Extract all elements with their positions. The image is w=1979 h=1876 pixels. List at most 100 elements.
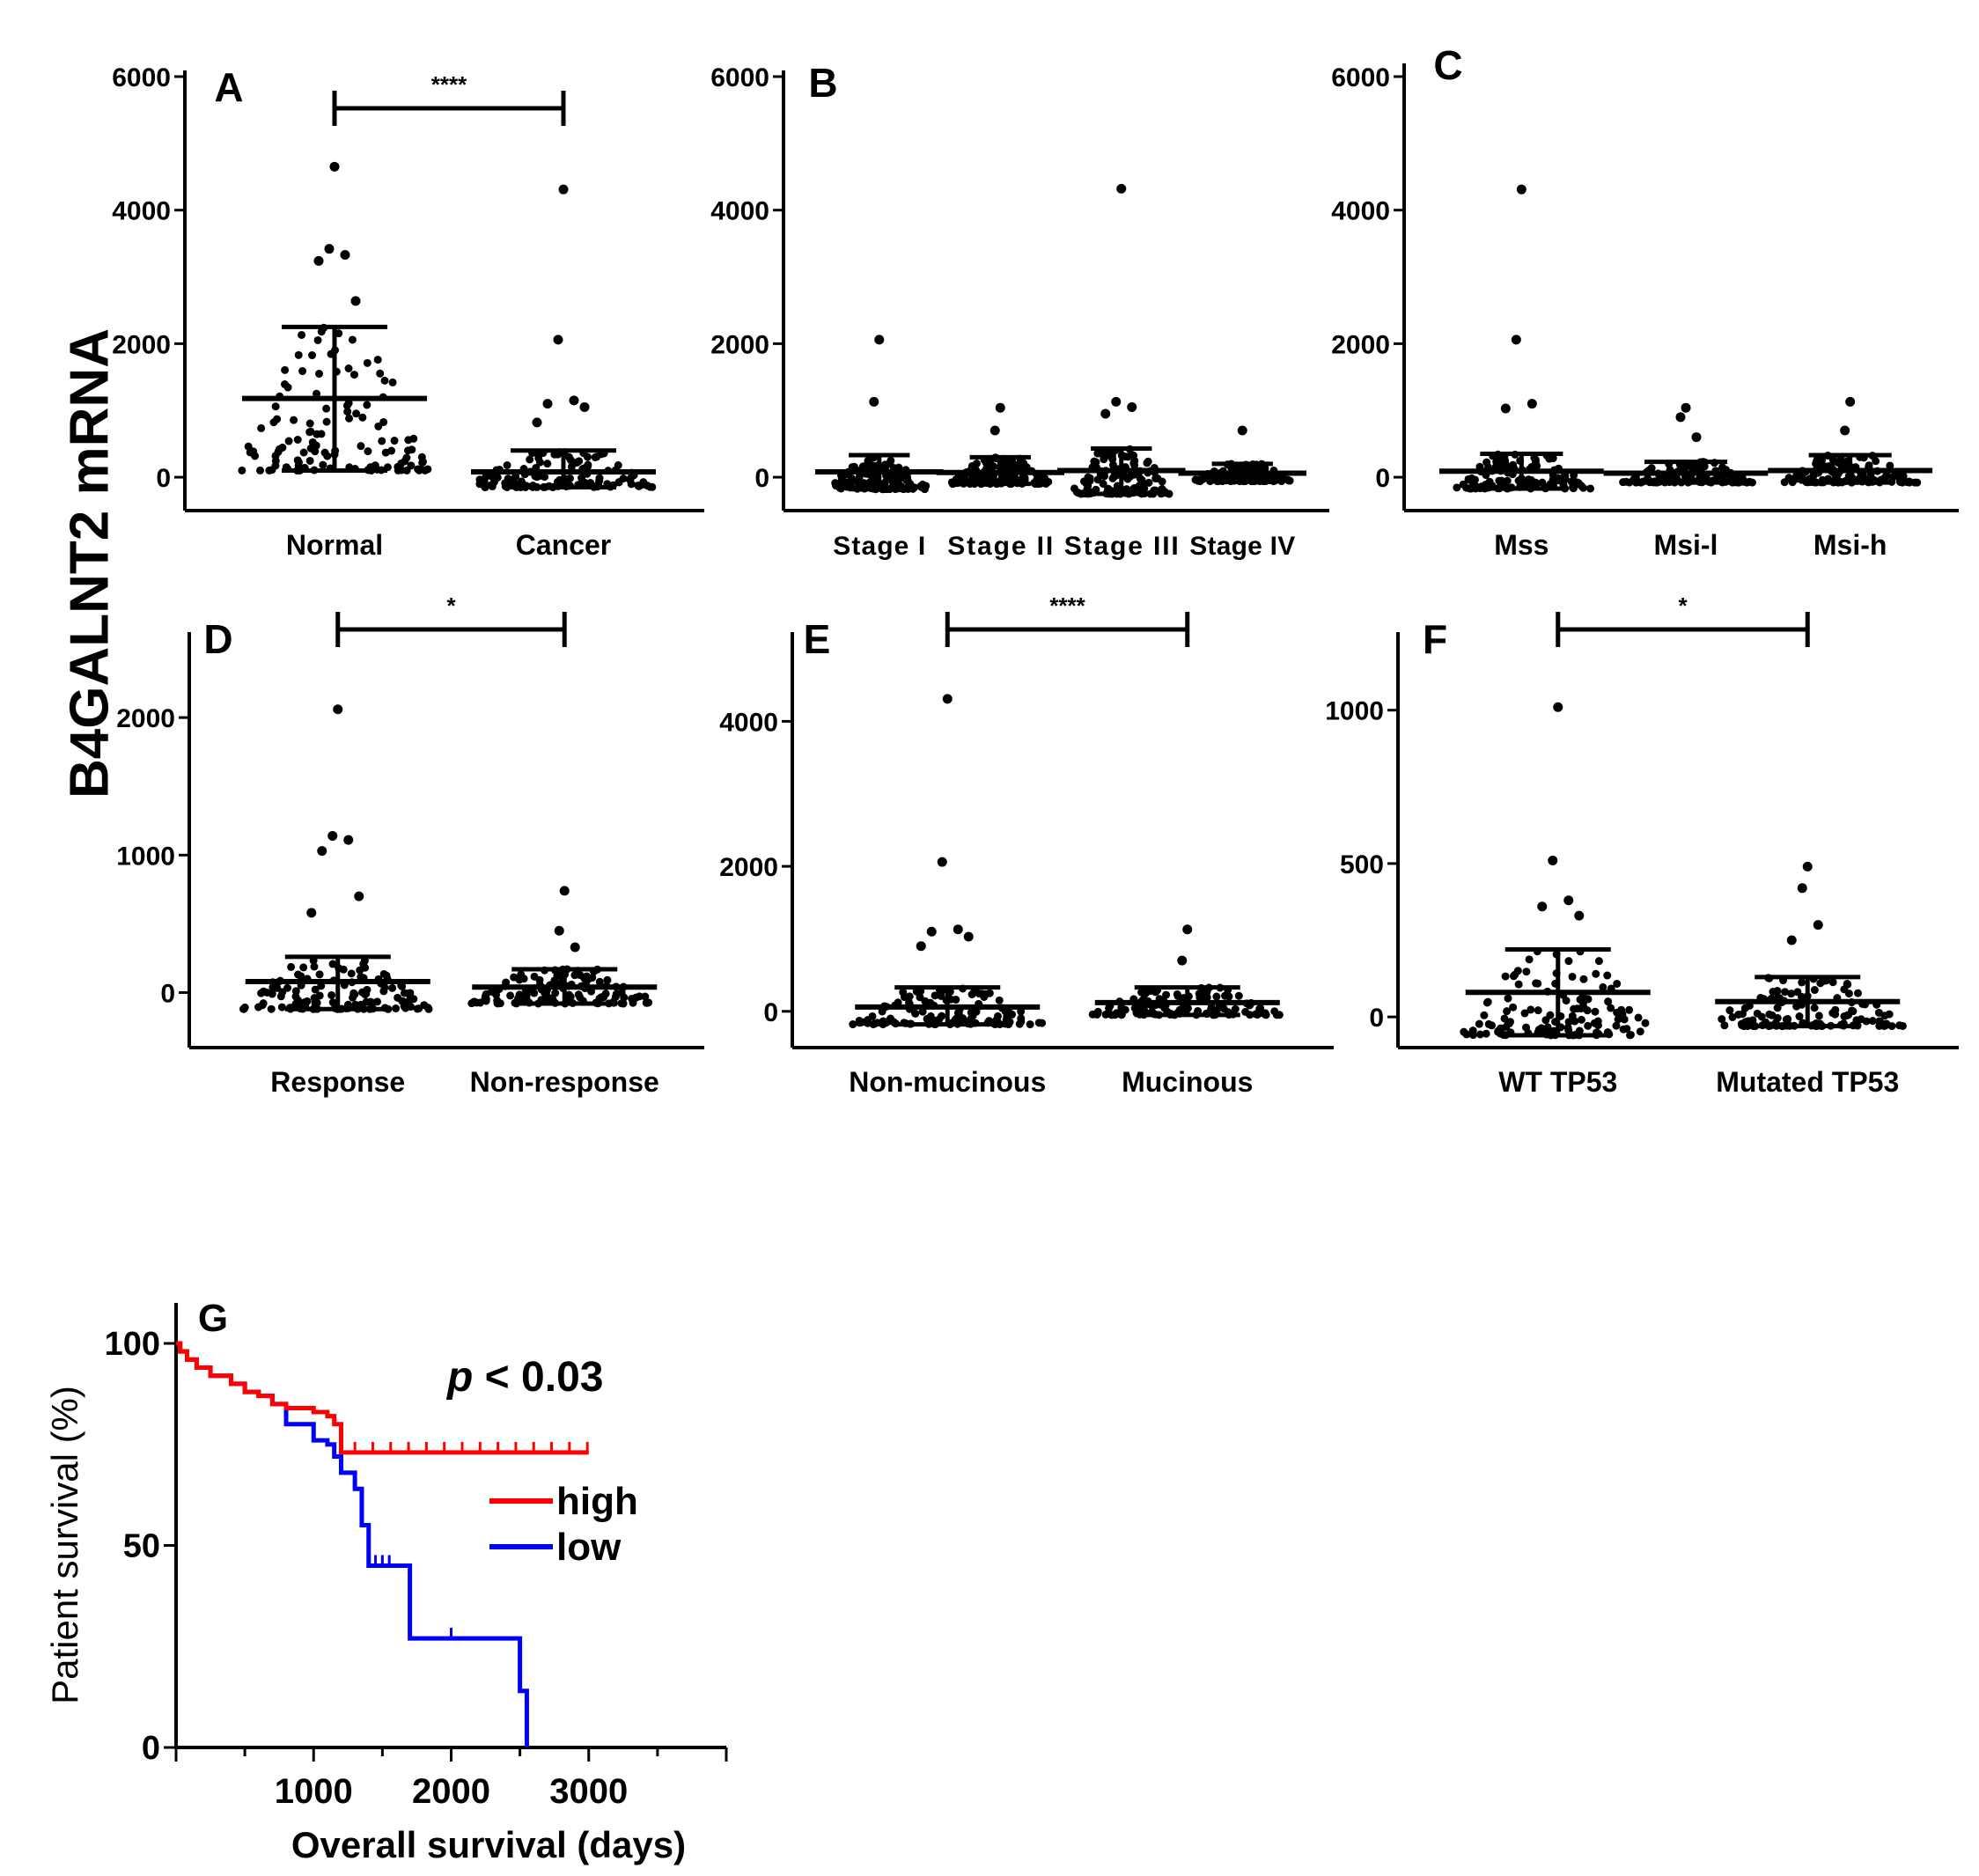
data-point [256, 466, 265, 475]
data-point [982, 459, 990, 467]
data-point [1748, 1016, 1757, 1025]
data-point [1636, 1027, 1644, 1036]
data-point-outlier [570, 942, 580, 953]
data-point [855, 473, 864, 482]
data-point [595, 474, 604, 482]
data-point [1562, 997, 1571, 1005]
data-point [643, 482, 651, 490]
data-point [281, 365, 290, 374]
data-point [1555, 476, 1563, 485]
data-point [576, 993, 585, 1002]
data-point [1031, 479, 1040, 488]
data-point-outlier [1553, 702, 1563, 712]
data-point [308, 351, 317, 360]
data-point [1720, 1021, 1729, 1030]
data-point [1599, 982, 1607, 991]
series-stage-iv [1178, 425, 1306, 486]
data-point [254, 1003, 263, 1012]
data-point [592, 452, 601, 461]
data-point [614, 461, 622, 470]
x-tick-label: Mutated TP53 [1716, 1066, 1899, 1098]
data-point [1753, 1009, 1762, 1018]
data-point-outlier [558, 184, 569, 195]
x-tick-label: Response [270, 1066, 405, 1098]
data-point [534, 453, 543, 462]
data-point [238, 466, 246, 475]
data-point [344, 364, 353, 373]
data-point [642, 998, 651, 1007]
data-point [1614, 1015, 1622, 1024]
data-point [1814, 461, 1823, 470]
data-point [1475, 1019, 1483, 1028]
x-tick-label: Stage I [833, 532, 925, 561]
legend-label-high: high [556, 1480, 638, 1523]
data-point-outlier [926, 926, 937, 937]
data-point [1105, 485, 1114, 494]
data-point [1144, 457, 1152, 466]
survival-curve-high [176, 1341, 589, 1455]
series-mucinous [1088, 924, 1284, 1019]
data-point-outlier [324, 244, 335, 254]
data-point [1471, 484, 1480, 493]
data-point [515, 975, 524, 984]
data-point [878, 1018, 887, 1026]
y-tick-label: 4000 [710, 197, 769, 226]
data-point [1882, 1019, 1891, 1028]
data-point [1504, 994, 1512, 1003]
data-point-outlier [1797, 883, 1807, 894]
data-point [278, 443, 287, 452]
data-point [1578, 998, 1587, 1007]
data-point [299, 448, 308, 457]
data-point [1619, 1025, 1628, 1034]
data-point [1470, 475, 1479, 484]
data-point [349, 371, 358, 379]
data-point [322, 404, 331, 413]
data-point [1500, 1014, 1509, 1023]
data-point [1509, 1003, 1518, 1012]
data-point [1843, 1011, 1851, 1019]
data-point-outlier [916, 941, 926, 952]
data-point [257, 423, 266, 432]
data-point [312, 441, 320, 450]
data-point-outlier [1111, 396, 1122, 407]
series-wt-tp53 [1460, 702, 1651, 1040]
data-point [1509, 972, 1518, 981]
x-tick-label: 2000 [412, 1772, 490, 1811]
data-point [1810, 1004, 1819, 1012]
data-point-outlier [1681, 402, 1691, 413]
data-point [1798, 992, 1806, 1001]
panel-letter: C [1433, 42, 1462, 88]
data-point-outlier [1511, 335, 1521, 345]
data-point [1603, 971, 1612, 980]
x-tick-label: Normal [286, 529, 383, 561]
data-point [290, 416, 298, 424]
data-point [1718, 1015, 1726, 1024]
data-point [378, 437, 386, 445]
data-point [1275, 1011, 1284, 1019]
data-point [1590, 1019, 1599, 1027]
y-tick-label: 4000 [1331, 197, 1390, 226]
series-normal [238, 161, 432, 475]
data-point [1809, 472, 1818, 481]
data-point [379, 987, 388, 996]
data-point [268, 989, 276, 998]
data-point [246, 448, 254, 457]
data-point [1843, 980, 1852, 989]
data-point [1747, 478, 1756, 487]
data-point [1725, 1006, 1734, 1015]
data-point [1828, 978, 1837, 987]
data-point [1626, 1030, 1635, 1039]
data-point-outlier [306, 908, 317, 918]
data-point-outlier [1537, 901, 1548, 912]
x-tick-label: WT TP53 [1498, 1066, 1617, 1098]
data-point [530, 989, 539, 997]
data-point [343, 408, 352, 416]
panel-a: 0 2000 4000 6000 A Normal Cancer **** [112, 63, 704, 561]
data-point [619, 999, 628, 1008]
data-point [1044, 477, 1053, 486]
data-point [374, 422, 383, 430]
data-point [1798, 475, 1806, 484]
panel-d: 0 1000 2000 D Response Non-response * [116, 592, 704, 1098]
data-point [526, 455, 534, 464]
